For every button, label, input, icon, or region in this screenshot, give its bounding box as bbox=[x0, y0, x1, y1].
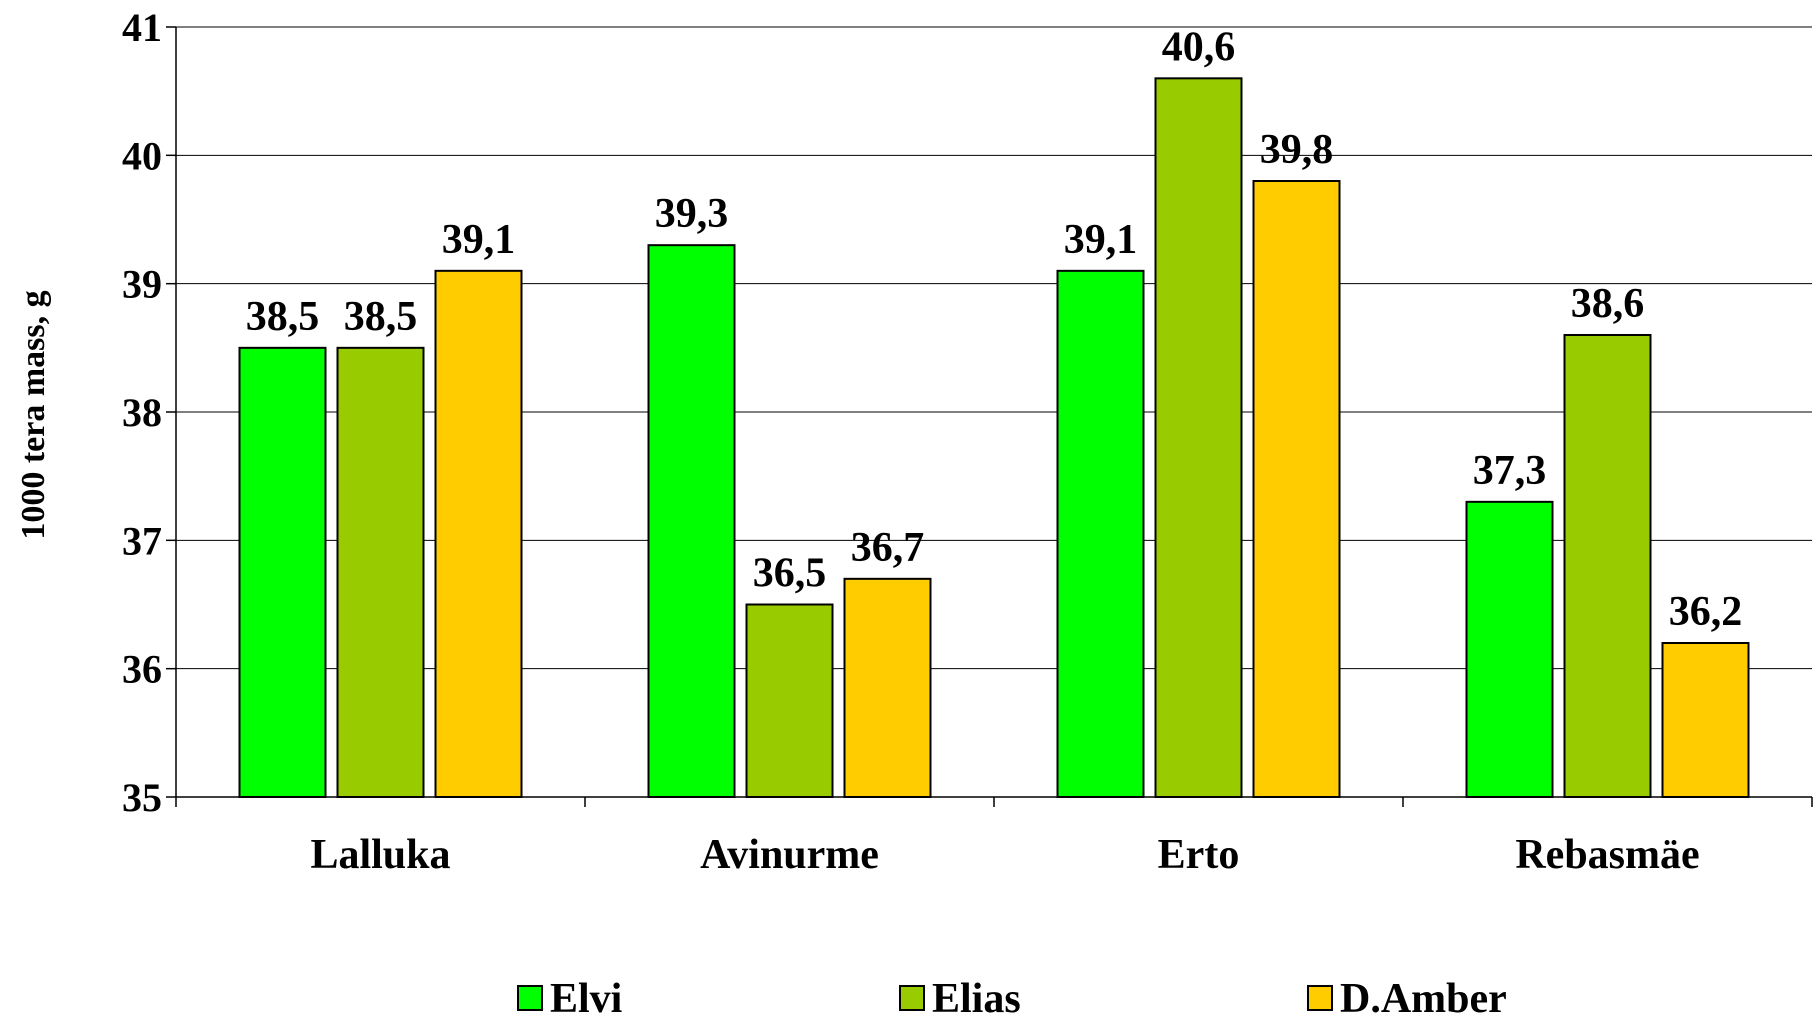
data-label: 36,7 bbox=[851, 525, 925, 571]
category-label: Erto bbox=[1158, 832, 1240, 878]
bar-d-amber-rebasm-e bbox=[1661, 642, 1750, 798]
legend-swatch bbox=[1307, 985, 1333, 1011]
bar-elvi-rebasm-e bbox=[1465, 500, 1554, 798]
data-label: 39,1 bbox=[442, 217, 516, 263]
data-label: 36,2 bbox=[1669, 589, 1743, 635]
category-labels: Lalluka Avinurme Erto Rebasmäe bbox=[310, 832, 1699, 878]
bar-elvi-erto bbox=[1056, 269, 1145, 799]
legend-swatch bbox=[899, 985, 925, 1011]
bar-elvi-lalluka bbox=[238, 346, 327, 798]
data-label: 38,6 bbox=[1571, 281, 1645, 327]
legend-label: Elvi bbox=[550, 976, 623, 1019]
legend-label: Elias bbox=[932, 976, 1021, 1019]
bar-elias-avinurme bbox=[745, 603, 834, 798]
data-label: 39,1 bbox=[1064, 217, 1138, 263]
data-label: 37,3 bbox=[1473, 448, 1547, 494]
bar-d-amber-lalluka bbox=[434, 269, 523, 799]
category-label: Avinurme bbox=[700, 832, 879, 878]
y-ticks: 35 36 37 38 39 40 41 bbox=[122, 5, 1813, 820]
category-label: Rebasmäe bbox=[1515, 832, 1699, 878]
bar-elias-erto bbox=[1154, 77, 1243, 799]
bar-d-amber-avinurme bbox=[843, 577, 932, 798]
bar-elvi-avinurme bbox=[647, 244, 736, 798]
legend-label: D.Amber bbox=[1340, 976, 1507, 1019]
bar-d-amber-erto bbox=[1252, 180, 1341, 798]
y-tick-label: 39 bbox=[122, 262, 162, 307]
data-label: 38,5 bbox=[246, 294, 320, 340]
y-tick-label: 36 bbox=[122, 647, 162, 692]
y-tick-label: 37 bbox=[122, 518, 162, 563]
y-tick-label: 38 bbox=[122, 390, 162, 435]
data-labels: 38,5 38,5 39,1 39,3 36,5 36,7 39,1 40,6 39,8 37,3… bbox=[246, 24, 1743, 635]
data-label: 38,5 bbox=[344, 294, 418, 340]
y-tick-label: 41 bbox=[122, 5, 162, 50]
y-tick-label: 40 bbox=[122, 133, 162, 178]
category-label: Lalluka bbox=[310, 832, 450, 878]
bar-elias-rebasm-e bbox=[1563, 334, 1652, 798]
data-label: 39,8 bbox=[1260, 127, 1334, 173]
data-label: 39,3 bbox=[655, 191, 729, 237]
data-label: 36,5 bbox=[753, 551, 827, 597]
bars bbox=[238, 77, 1750, 799]
bar-elias-lalluka bbox=[336, 346, 425, 798]
legend-swatch bbox=[517, 985, 543, 1011]
y-axis-label: 1000 tera mass, g bbox=[15, 290, 52, 539]
data-label: 40,6 bbox=[1162, 24, 1236, 70]
legend: Elvi Elias D.Amber bbox=[517, 976, 1507, 1019]
y-tick-label: 35 bbox=[122, 775, 162, 820]
